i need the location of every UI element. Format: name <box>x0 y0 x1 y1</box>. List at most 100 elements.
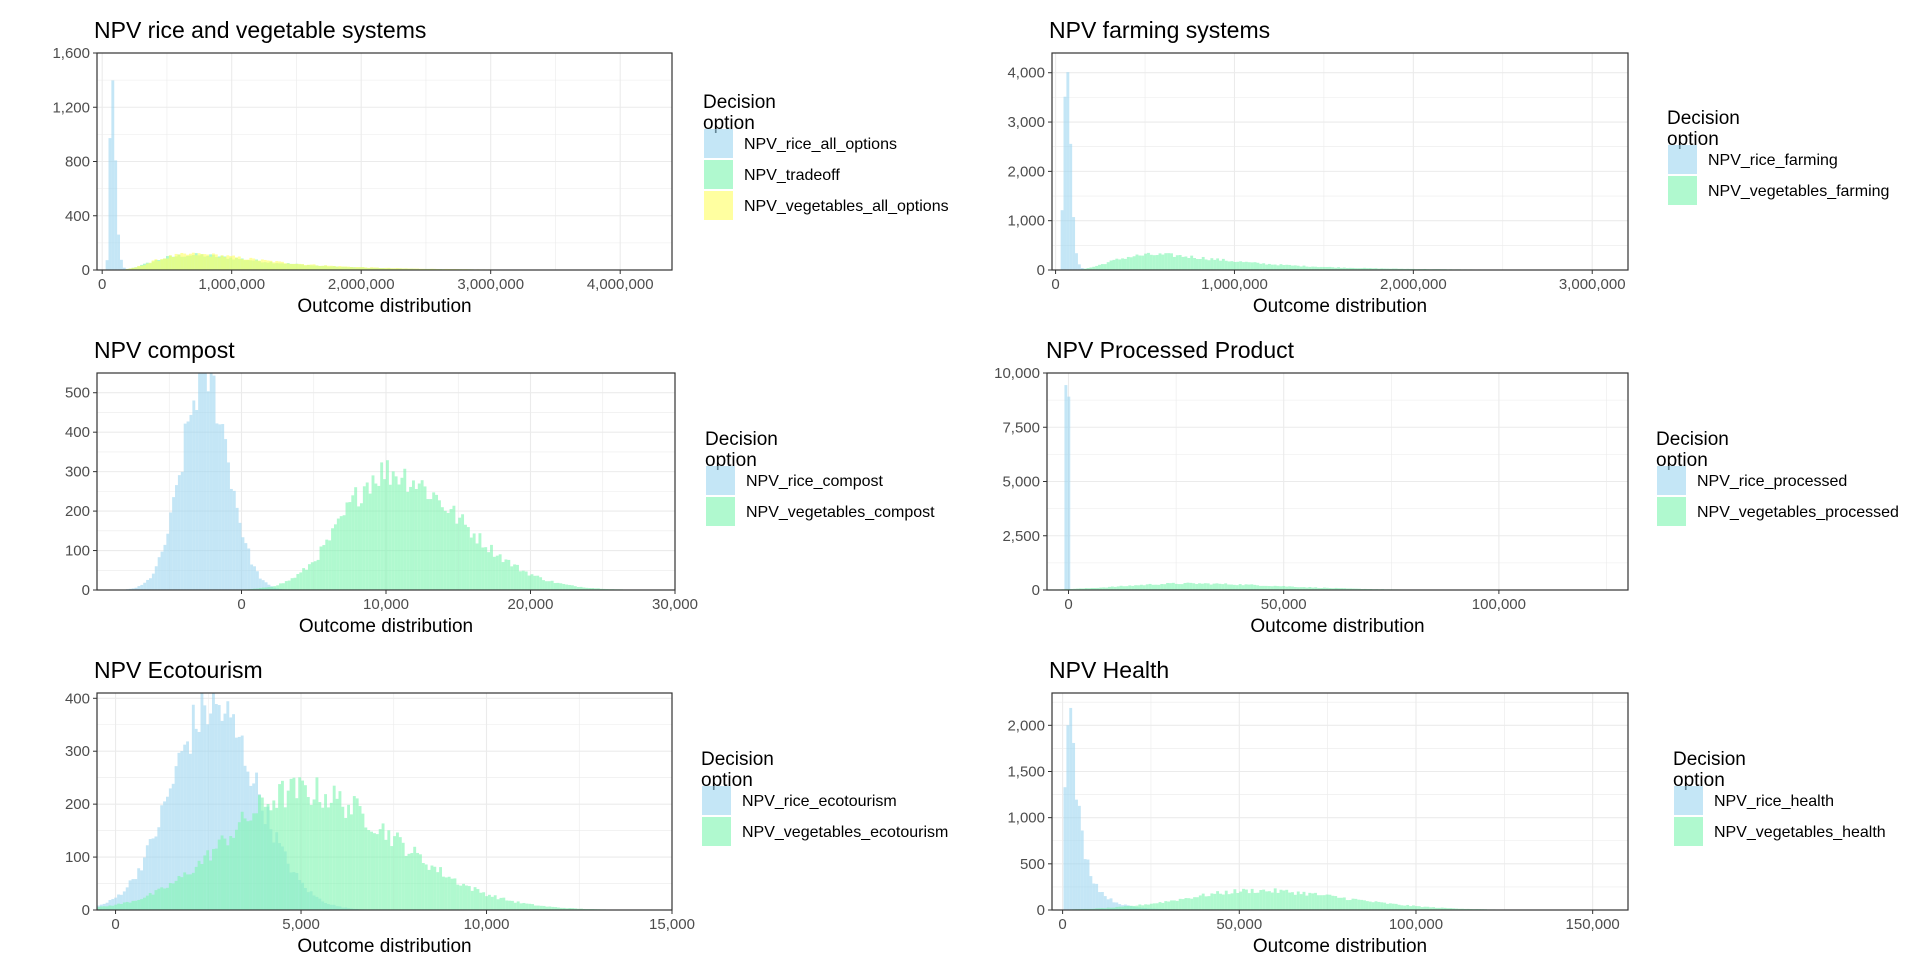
legend-swatch <box>1668 176 1697 205</box>
histogram-bar <box>1201 893 1205 910</box>
histogram-bar <box>1103 908 1107 910</box>
chart-panel-3: 0 10,000 20,000 30,000 0 100 200 300 400 500 NPV c… <box>65 337 935 637</box>
histogram-bar <box>420 480 424 590</box>
histogram-bar <box>442 876 445 910</box>
histogram-bar <box>1102 587 1106 590</box>
histogram-bar <box>1232 584 1236 590</box>
histogram-bar <box>559 907 563 910</box>
histogram-bar <box>444 877 448 910</box>
histogram-bar <box>1316 895 1320 910</box>
legend-entry: NPV_vegetables_processed <box>1697 504 1899 521</box>
x-axis-label: Outcome distribution <box>1253 296 1427 317</box>
histogram-bar <box>433 866 437 910</box>
histogram-bar <box>548 906 552 910</box>
histogram-bar <box>175 485 178 590</box>
histogram-bar <box>1219 260 1222 270</box>
x-tick-label: 0 <box>237 596 245 613</box>
x-tick-label: 2,000,000 <box>328 276 395 293</box>
histogram-bar <box>192 400 196 590</box>
histogram-bar <box>410 853 414 910</box>
histogram-bar <box>432 492 436 590</box>
histogram-bar <box>1414 906 1418 910</box>
histogram-bar <box>414 488 418 590</box>
histogram-bar <box>1331 267 1335 270</box>
histogram-bar <box>329 265 333 270</box>
histogram-bar <box>536 575 540 590</box>
y-tick-label: 300 <box>65 743 90 760</box>
histogram-bar <box>338 266 342 270</box>
y-tick-label: 10,000 <box>994 365 1040 382</box>
histogram-bar <box>151 573 155 590</box>
histogram-bar <box>171 256 175 270</box>
histogram-bar <box>1170 253 1173 270</box>
histogram-bar <box>429 499 433 590</box>
histogram-bar <box>1218 583 1222 590</box>
histogram-bar <box>108 900 112 910</box>
histogram-bar <box>1239 891 1243 910</box>
histogram-bar <box>539 905 543 910</box>
histogram-bar <box>1244 889 1248 910</box>
x-axis-label: Outcome distribution <box>1253 936 1427 957</box>
histogram-bar <box>325 539 329 590</box>
histogram-bar <box>404 855 408 910</box>
series-NPV_vegetables_ecotourism <box>97 777 612 910</box>
histogram-bar <box>470 890 474 910</box>
histogram-bar <box>1259 585 1262 590</box>
chart-title: NPV Health <box>1049 657 1169 683</box>
histogram-bar <box>1196 897 1199 910</box>
histogram-bar <box>1170 900 1173 910</box>
histogram-bar <box>255 260 258 270</box>
histogram-bar <box>1233 261 1237 270</box>
histogram-bar <box>430 268 434 270</box>
histogram-bar <box>177 752 181 910</box>
histogram-bar <box>143 897 146 910</box>
panel-border <box>1051 692 1629 911</box>
histogram-bar <box>1081 588 1085 590</box>
histogram-bar <box>1337 267 1340 270</box>
histogram-bar <box>1288 264 1292 270</box>
histogram-bar <box>1314 587 1318 590</box>
histogram-bar <box>287 580 291 590</box>
histogram-bar <box>134 900 138 910</box>
histogram-bar <box>391 471 395 590</box>
histogram-bar <box>1288 586 1292 590</box>
y-tick-label: 200 <box>65 796 90 813</box>
histogram-bar <box>492 556 496 590</box>
histogram-bar <box>386 460 389 590</box>
histogram-bar <box>568 908 572 910</box>
histogram-bar <box>1346 588 1350 590</box>
histogram-bar <box>478 533 482 590</box>
histogram-bar <box>290 578 294 590</box>
y-tick-label: 100 <box>65 543 90 560</box>
histogram-bar <box>1340 267 1343 270</box>
histogram-bar <box>137 899 141 910</box>
legend-entry: NPV_vegetables_ecotourism <box>742 824 948 841</box>
histogram-bar <box>577 908 580 910</box>
histogram-bar <box>373 267 376 270</box>
histogram-bar <box>335 266 339 270</box>
histogram-bar <box>338 791 342 910</box>
histogram-bar <box>209 256 212 270</box>
histogram-bar <box>232 490 236 590</box>
plot-background <box>1052 53 1628 270</box>
histogram-bar <box>579 586 583 590</box>
histogram-bar <box>419 268 422 270</box>
histogram-bar <box>1210 258 1214 270</box>
histogram-bar <box>276 585 280 590</box>
histogram-bar <box>1213 893 1217 910</box>
histogram-bar <box>1155 903 1159 910</box>
series-NPV_vegetables_farming <box>1077 252 1505 270</box>
histogram-bar <box>177 475 181 590</box>
histogram-bar <box>1357 268 1361 270</box>
histogram-bar <box>1098 908 1101 910</box>
histogram-bar <box>304 785 307 910</box>
histogram-bar <box>1092 908 1096 910</box>
histogram-bar <box>1296 587 1300 590</box>
histogram-bar <box>223 713 227 910</box>
histogram-bar <box>1236 261 1240 270</box>
histogram-bar <box>1213 259 1217 270</box>
histogram-bar <box>203 373 207 590</box>
histogram-bar <box>1115 906 1119 910</box>
